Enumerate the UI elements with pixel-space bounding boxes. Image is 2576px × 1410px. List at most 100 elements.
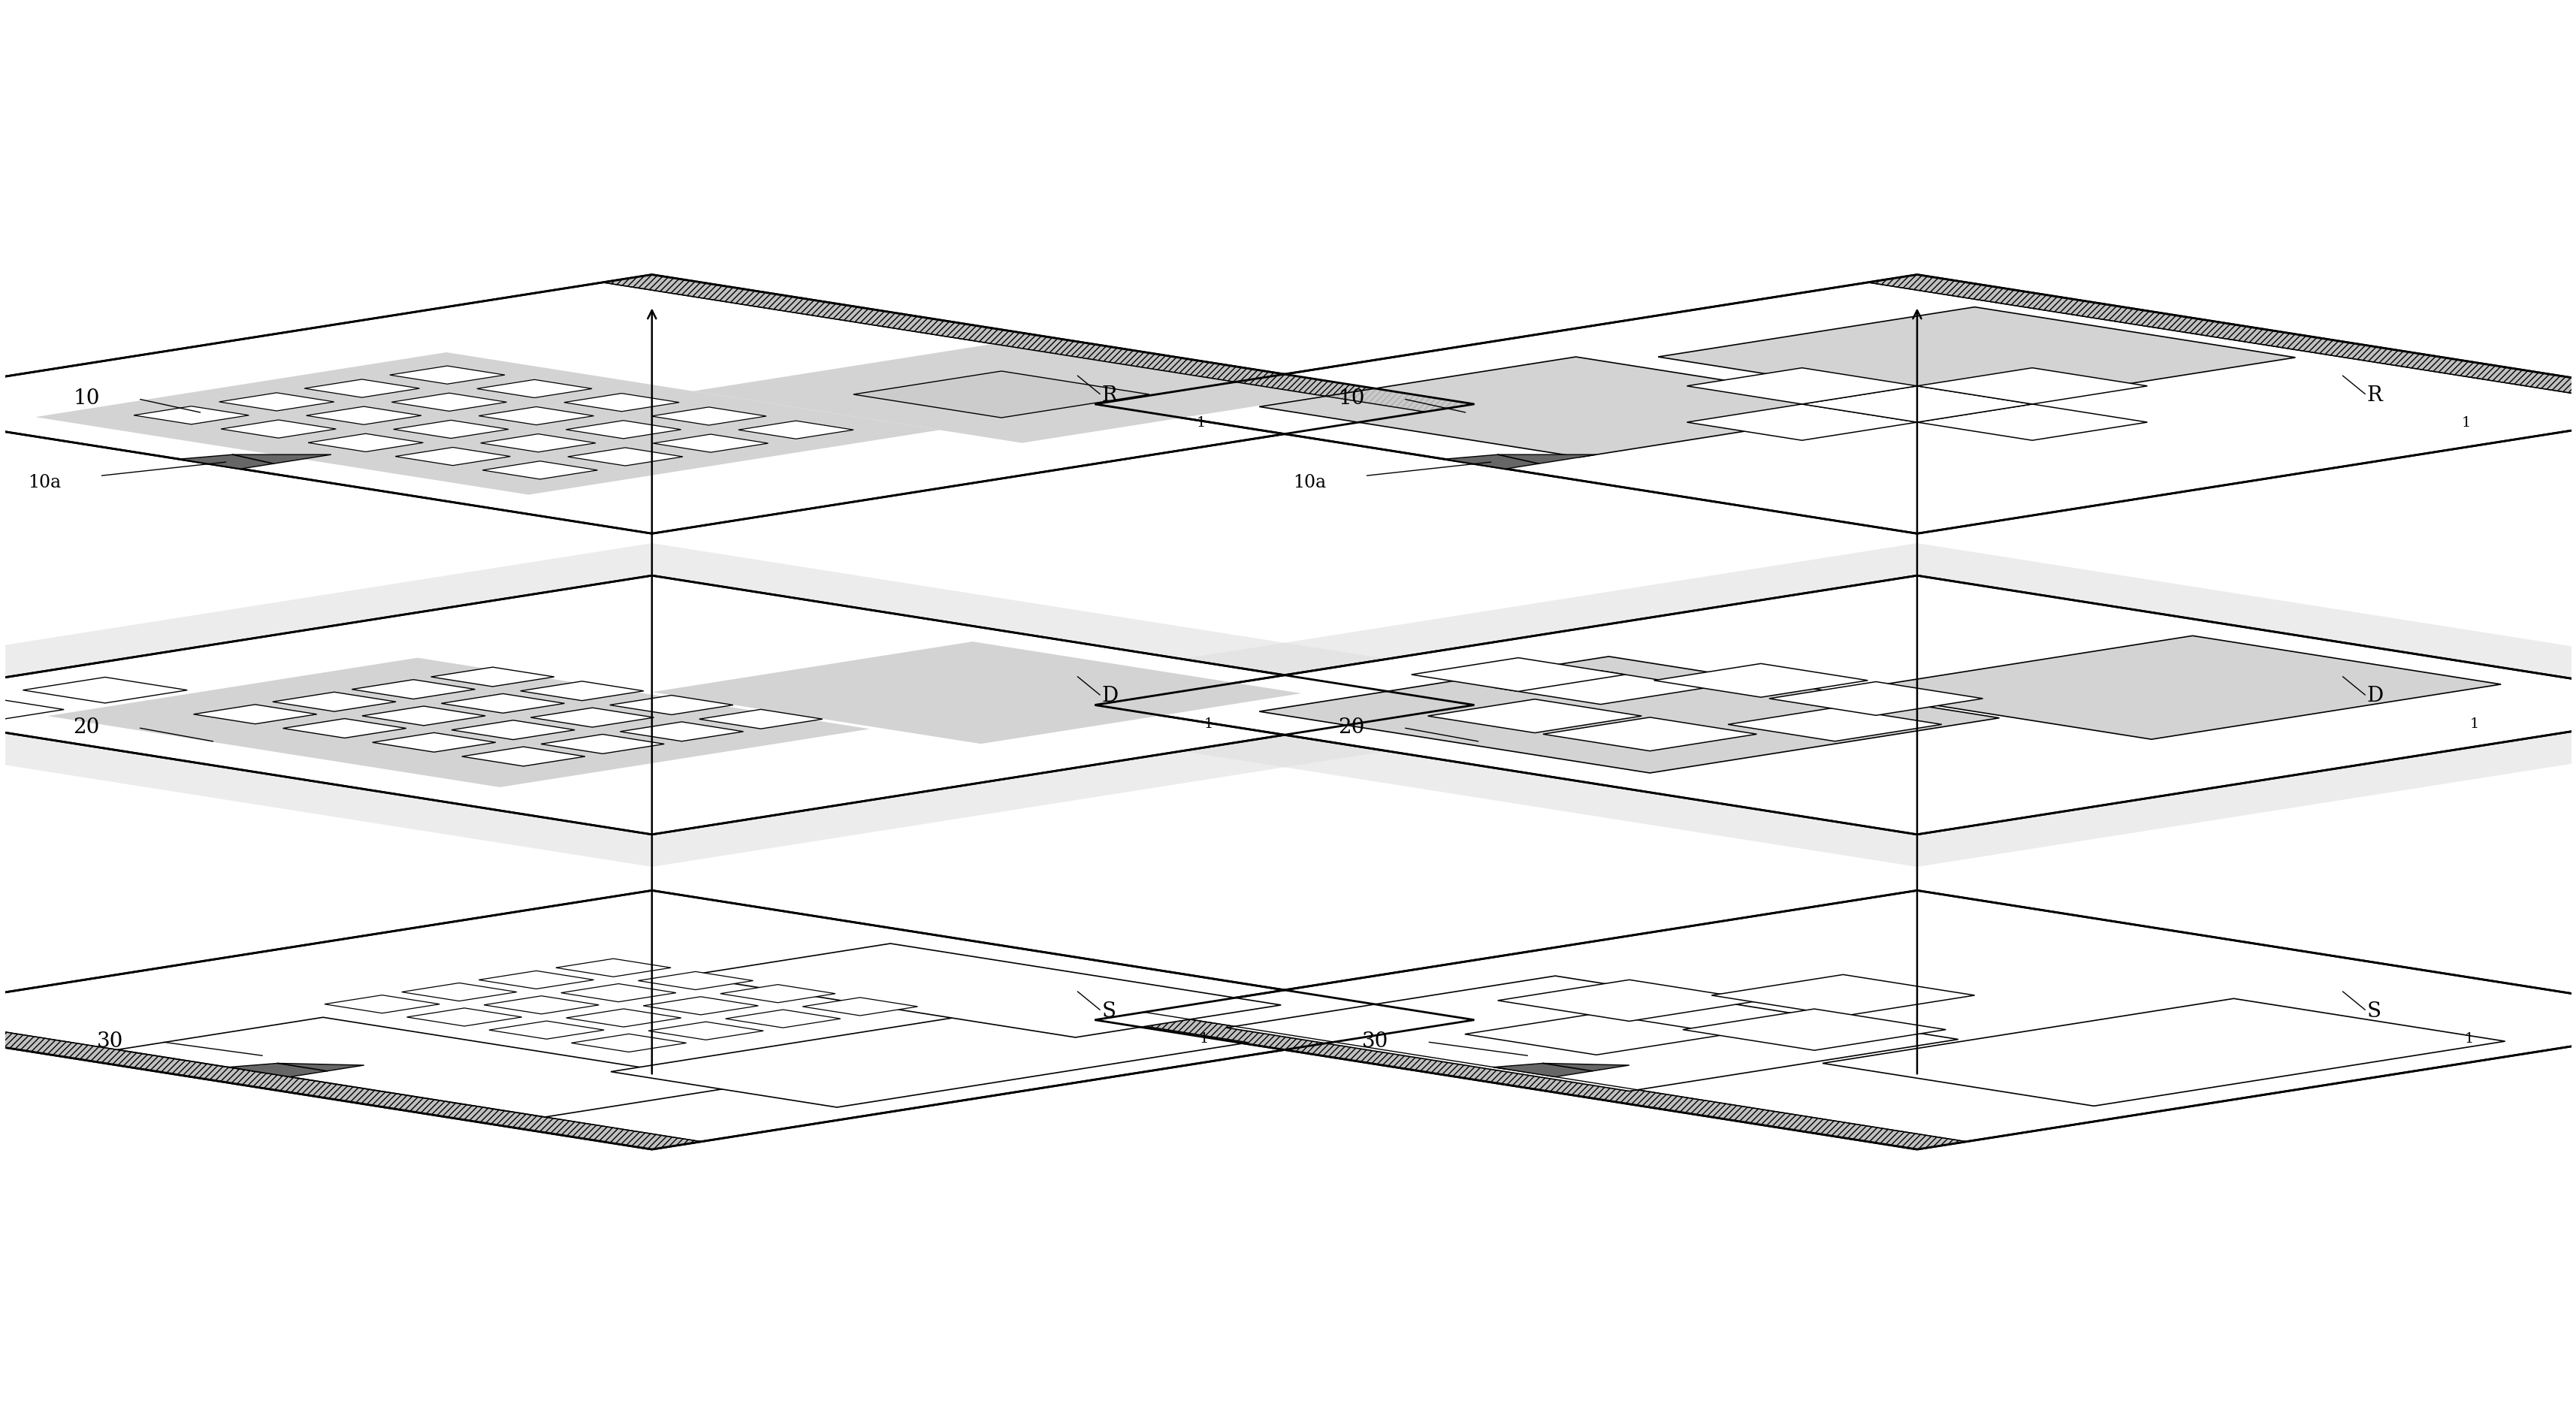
Polygon shape — [0, 275, 1473, 533]
Polygon shape — [229, 1063, 363, 1077]
Polygon shape — [0, 575, 1473, 835]
Polygon shape — [36, 352, 940, 495]
Polygon shape — [1463, 1014, 1728, 1055]
Polygon shape — [1543, 718, 1757, 752]
Polygon shape — [482, 434, 595, 453]
Text: S: S — [1103, 1001, 1115, 1021]
Polygon shape — [1687, 368, 1917, 405]
Polygon shape — [531, 708, 654, 728]
Text: 10a: 10a — [1293, 474, 1327, 492]
Polygon shape — [193, 705, 317, 723]
Polygon shape — [309, 434, 422, 451]
Polygon shape — [304, 379, 420, 398]
Polygon shape — [479, 406, 592, 424]
Text: 20: 20 — [1337, 718, 1365, 737]
Polygon shape — [353, 680, 474, 699]
Polygon shape — [572, 1034, 685, 1052]
Polygon shape — [389, 365, 505, 384]
Polygon shape — [1917, 405, 2146, 440]
Polygon shape — [325, 995, 440, 1014]
Polygon shape — [1801, 386, 2032, 422]
Polygon shape — [394, 447, 510, 465]
Polygon shape — [0, 1012, 701, 1149]
Polygon shape — [1427, 699, 1641, 733]
Text: 1: 1 — [2468, 718, 2478, 730]
Polygon shape — [611, 695, 734, 715]
Polygon shape — [273, 692, 397, 712]
Polygon shape — [1842, 636, 2501, 739]
Text: 20: 20 — [72, 718, 100, 737]
Polygon shape — [739, 420, 853, 439]
Polygon shape — [639, 971, 752, 990]
Text: 1: 1 — [1195, 416, 1206, 430]
Text: 1: 1 — [1198, 1032, 1208, 1046]
Polygon shape — [479, 971, 592, 988]
Polygon shape — [461, 747, 585, 766]
Polygon shape — [23, 677, 188, 704]
Polygon shape — [562, 984, 675, 1003]
Polygon shape — [394, 420, 507, 439]
Text: D: D — [2367, 687, 2383, 706]
Polygon shape — [363, 706, 484, 726]
Polygon shape — [801, 997, 917, 1015]
Text: 30: 30 — [98, 1032, 124, 1052]
Polygon shape — [541, 735, 665, 754]
Polygon shape — [726, 1010, 840, 1028]
Text: D: D — [1103, 687, 1118, 706]
Text: 30: 30 — [1363, 1032, 1388, 1052]
Polygon shape — [489, 1021, 603, 1039]
Polygon shape — [1682, 1010, 1945, 1050]
Text: 10: 10 — [72, 389, 100, 409]
Polygon shape — [1095, 275, 2576, 533]
Polygon shape — [644, 997, 757, 1015]
Polygon shape — [621, 722, 744, 742]
Polygon shape — [652, 642, 1301, 744]
Polygon shape — [1821, 998, 2504, 1105]
Polygon shape — [1687, 405, 1917, 440]
Polygon shape — [611, 1007, 1247, 1107]
Text: R: R — [2367, 385, 2383, 406]
Polygon shape — [451, 721, 574, 740]
Polygon shape — [1494, 1063, 1628, 1077]
Polygon shape — [567, 1008, 680, 1026]
Polygon shape — [0, 891, 1473, 1149]
Polygon shape — [222, 420, 335, 439]
Polygon shape — [1656, 307, 2295, 407]
Polygon shape — [567, 420, 680, 439]
Polygon shape — [1494, 671, 1708, 705]
Polygon shape — [698, 709, 822, 729]
Polygon shape — [567, 447, 683, 465]
Polygon shape — [134, 406, 250, 424]
Polygon shape — [219, 393, 335, 410]
Polygon shape — [1260, 657, 1999, 773]
Text: 10a: 10a — [28, 474, 62, 492]
Polygon shape — [1497, 980, 1759, 1021]
Polygon shape — [1226, 976, 1958, 1091]
Polygon shape — [1095, 575, 2576, 835]
Polygon shape — [652, 407, 765, 426]
Polygon shape — [440, 694, 564, 713]
Polygon shape — [1260, 357, 1896, 457]
Polygon shape — [477, 379, 592, 398]
Polygon shape — [407, 1008, 523, 1026]
Polygon shape — [371, 733, 495, 752]
Polygon shape — [649, 1022, 762, 1041]
Polygon shape — [1917, 368, 2146, 405]
Text: 10: 10 — [1337, 389, 1365, 409]
Polygon shape — [556, 959, 670, 977]
Text: 1: 1 — [2460, 416, 2470, 430]
Polygon shape — [180, 454, 332, 468]
Text: S: S — [2367, 1001, 2380, 1021]
Polygon shape — [693, 344, 1321, 443]
Polygon shape — [0, 543, 1680, 867]
Text: 1: 1 — [2463, 1032, 2473, 1046]
Polygon shape — [1445, 454, 1597, 468]
Polygon shape — [652, 434, 768, 453]
Polygon shape — [430, 667, 554, 687]
Polygon shape — [1770, 681, 1984, 715]
Polygon shape — [283, 719, 407, 737]
Polygon shape — [1095, 891, 2576, 1149]
Polygon shape — [603, 275, 1473, 412]
Polygon shape — [889, 543, 2576, 867]
Polygon shape — [484, 995, 598, 1014]
